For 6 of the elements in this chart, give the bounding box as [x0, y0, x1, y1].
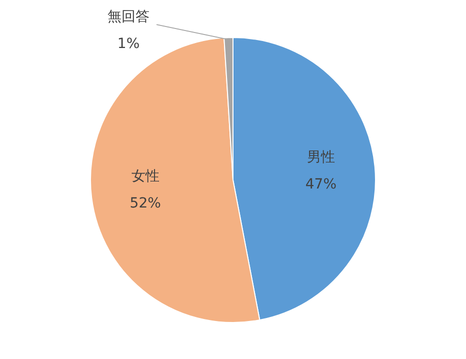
slice-label: 無回答 [108, 9, 150, 26]
slice-label: 女性 [131, 168, 160, 185]
data-label: 47% [305, 176, 337, 192]
data-label: 52% [130, 196, 161, 212]
data-label: 1% [117, 36, 140, 52]
slice-label: 男性 [306, 149, 335, 166]
